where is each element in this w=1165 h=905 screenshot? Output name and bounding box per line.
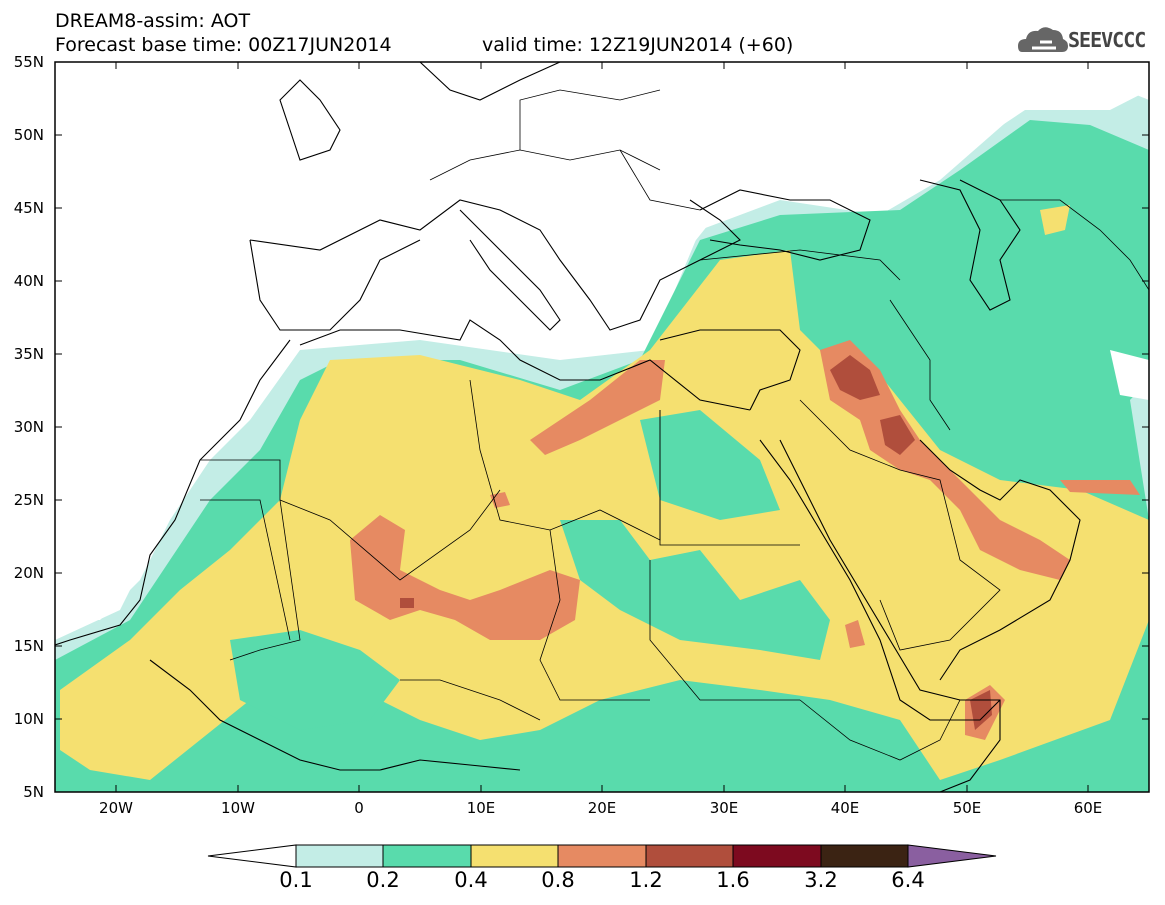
lon-ticks: [115, 62, 1089, 792]
coast-levant: [659, 329, 801, 411]
border-turkey: [699, 249, 901, 281]
coast-red-sea: [759, 439, 1001, 721]
coast-black-sea: [699, 189, 871, 261]
aot-band-1.2-a: [830, 355, 880, 400]
aot-clear-a: [55, 62, 1149, 620]
aot-band-0.8-d: [1060, 480, 1140, 495]
colorbar-label-1.2: 1.2: [629, 868, 663, 892]
colorbar-label-6.4: 6.4: [891, 868, 925, 892]
colorbar-label-1.6: 1.6: [716, 868, 750, 892]
border-mauritania: [200, 499, 291, 641]
lat-label-45n: 45N: [13, 199, 44, 217]
aot-band-0.8-c: [820, 340, 1070, 580]
forecast-base-time: Forecast base time: 00Z17JUN2014: [55, 34, 392, 56]
border-europe-b: [519, 89, 661, 150]
colorbar-label-0.4: 0.4: [454, 868, 488, 892]
coast-italy: [459, 209, 561, 331]
border-west-africa: [200, 459, 301, 661]
aot-band-1.2-d: [400, 598, 414, 608]
coast-arabia-west: [779, 439, 961, 701]
border-chad: [539, 529, 650, 701]
border-sudan: [649, 560, 800, 701]
aot-band-0.4-b: [1040, 205, 1070, 235]
border-algeria-mali: [279, 489, 501, 581]
lat-label-15n: 15N: [13, 637, 44, 655]
coastlines: [55, 62, 1081, 792]
aot-band-0.8-b: [530, 360, 665, 455]
aot-band-0.2-inner-a: [560, 520, 830, 660]
coast-gulf-guinea: [149, 659, 521, 771]
lat-label-30n: 30N: [13, 418, 44, 436]
lat-ticks: [55, 61, 1149, 720]
border-nigeria: [400, 679, 541, 721]
coast-north-africa: [299, 319, 751, 411]
lon-label-20e: 20E: [587, 799, 617, 817]
aot-band-0.8-a: [350, 515, 580, 640]
coast-horn: [939, 699, 1001, 792]
aot-clear-b: [1110, 350, 1149, 400]
border-iran-iraq: [889, 299, 951, 431]
aot-band-0.2-inner-b: [230, 630, 400, 730]
colorbar-label-0.1: 0.1: [279, 868, 313, 892]
border-saudi: [799, 399, 1001, 651]
border-europe-c: [619, 149, 701, 211]
coast-iberia: [249, 239, 421, 331]
aot-contours: [55, 62, 1149, 792]
lat-label-25n: 25N: [13, 491, 44, 509]
border-central-asia: [1000, 199, 1149, 291]
lon-label-20w: 20W: [99, 799, 133, 817]
lat-label-10n: 10N: [13, 710, 44, 728]
lon-label-10w: 10W: [221, 799, 255, 817]
lat-label-40n: 40N: [13, 272, 44, 290]
coast-britain: [279, 79, 341, 161]
lon-label-50e: 50E: [952, 799, 982, 817]
colorbar-label-0.8: 0.8: [541, 868, 575, 892]
border-europe-a: [429, 149, 661, 181]
coast-scandinavia: [419, 62, 561, 101]
lat-label-35n: 35N: [13, 345, 44, 363]
coast-west-africa: [55, 339, 291, 646]
lon-label-60e: 60E: [1073, 799, 1103, 817]
colorbar-label-0.2: 0.2: [366, 868, 400, 892]
lon-label-30e: 30E: [709, 799, 739, 817]
valid-time: valid time: 12Z19JUN2014 (+60): [482, 34, 794, 56]
lat-label-50n: 50N: [13, 126, 44, 144]
colorbar-label-3.2: 3.2: [804, 868, 838, 892]
lat-label-20n: 20N: [13, 564, 44, 582]
coast-persian-gulf: [919, 439, 1081, 681]
cloud-icon: [1018, 27, 1068, 52]
aot-band-0.8-f: [845, 620, 865, 648]
coast-europe: [249, 199, 741, 331]
lat-label-55n: 55N: [13, 53, 44, 71]
lat-label-5n: 5N: [23, 783, 44, 801]
country-borders: [200, 89, 1149, 761]
border-ethiopia: [799, 699, 961, 761]
model-title: DREAM8-assim: AOT: [55, 10, 251, 32]
lon-label-10e: 10E: [466, 799, 496, 817]
logo-text: SEEVCCC: [1068, 28, 1146, 52]
coast-caspian: [919, 179, 1021, 311]
lon-label-0: 0: [354, 799, 364, 817]
lon-label-40e: 40E: [830, 799, 860, 817]
border-egypt-sudan: [659, 410, 800, 546]
aot-band-0.2-inner-c: [640, 410, 780, 520]
aot-band-1.2-b: [880, 415, 915, 455]
